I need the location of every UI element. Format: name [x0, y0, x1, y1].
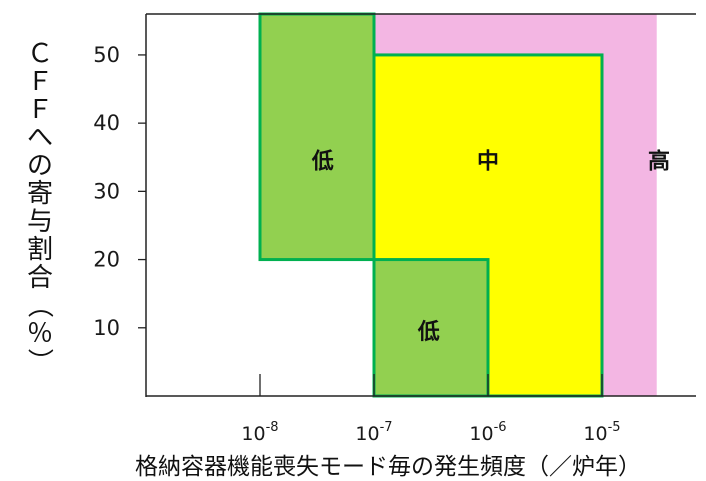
region-2 [258, 12, 376, 262]
y-axis-title-char-4: の [27, 151, 53, 181]
x-tick-label-3: 10-5 [583, 420, 620, 445]
y-axis-title-char-1: Ｆ [27, 67, 53, 97]
y-axis-title-char-8: 合 [27, 263, 53, 293]
y-axis-title-char-3: へ [27, 123, 53, 153]
y-tick-label-1: 20 [93, 248, 120, 272]
axes-layer [145, 13, 696, 397]
y-axis-title-char-5: 寄 [27, 179, 53, 209]
region-label-2: 低 [311, 150, 334, 175]
y-axis-title-char-9: （ [24, 292, 54, 318]
y-axis-title-char-7: 割 [27, 235, 53, 265]
x-axis-title: 格納容器機能喪失モード毎の発生頻度（／炉年） [135, 454, 641, 480]
y-axis-title-char-11: ） [24, 348, 54, 374]
y-axis-title-char-0: Ｃ [27, 39, 53, 69]
y-axis-title-char-2: Ｆ [27, 95, 53, 125]
regions-layer [258, 12, 657, 398]
x-tick-label-0: 10-8 [241, 420, 278, 445]
region-3 [372, 258, 490, 398]
x-tick-label-2: 10-6 [469, 420, 506, 445]
y-tick-label-2: 30 [93, 179, 120, 203]
y-tick-label-3: 40 [93, 111, 120, 135]
y-tick-label-4: 50 [93, 43, 120, 67]
ticks-layer: 10 20 30 40 50 10-8 10-7 10-6 10-5 [93, 43, 620, 445]
region-label-0: 高 [648, 149, 670, 175]
x-tick-label-1: 10-7 [355, 420, 392, 445]
y-axis-title-char-6: 与 [27, 207, 53, 237]
y-axis-title-char-10: ％ [27, 319, 53, 349]
y-tick-label-0: 10 [93, 316, 120, 340]
region-label-1: 中 [477, 150, 499, 175]
region-label-3: 低 [417, 320, 440, 345]
